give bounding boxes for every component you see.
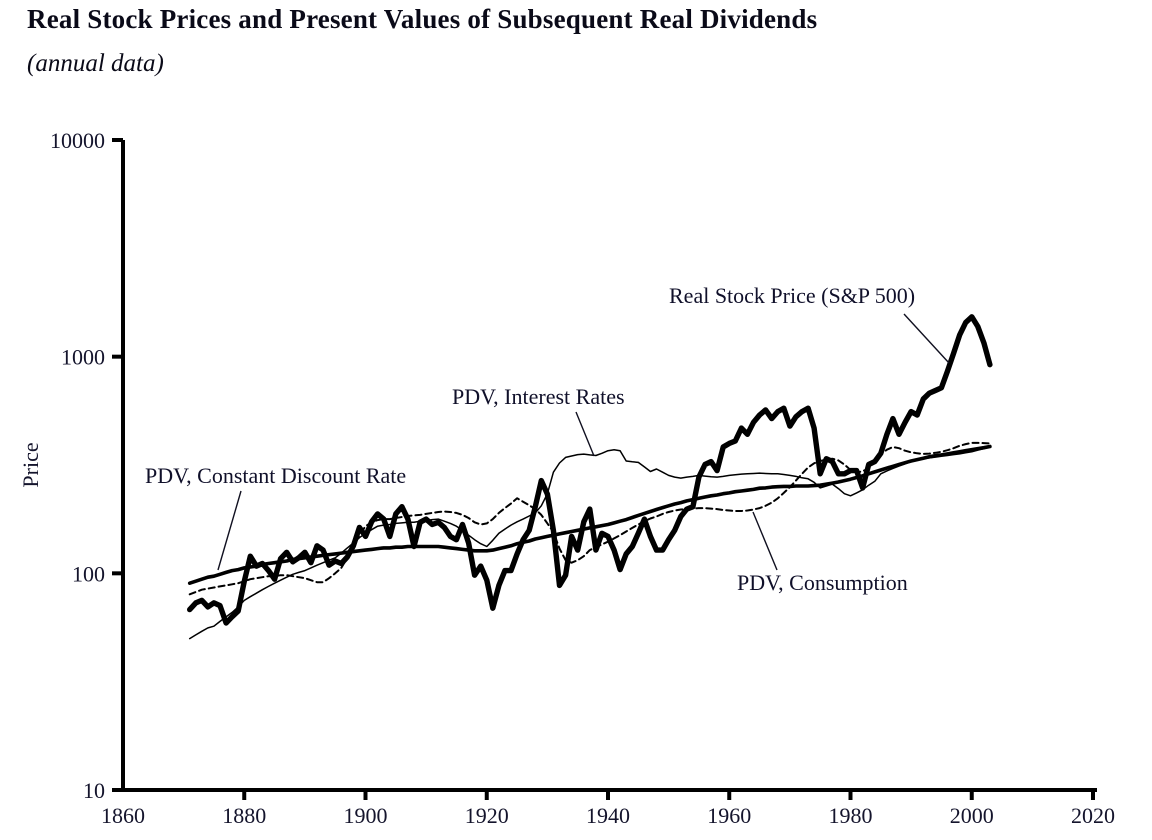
y-tick-label: 10 (83, 778, 105, 803)
x-tick-label: 1980 (829, 803, 873, 828)
y-tick-label: 10000 (50, 128, 105, 153)
x-tick-label: 1900 (344, 803, 388, 828)
annotation-label: PDV, Consumption (737, 570, 908, 595)
annotation-leader-line (575, 411, 595, 457)
x-tick-label: 1880 (222, 803, 266, 828)
y-axis-title: Price (18, 442, 43, 487)
annotation-leader-line (217, 490, 242, 571)
series-line-real-stock-price-s-p-500 (186, 314, 993, 626)
x-tick-label: 1860 (101, 803, 145, 828)
y-tick-label: 1000 (61, 345, 105, 370)
y-tick-label: 100 (72, 561, 105, 586)
annotation-leader-line (903, 313, 950, 364)
x-tick-label: 1960 (707, 803, 751, 828)
annotation-label: PDV, Interest Rates (452, 384, 625, 409)
x-tick-label: 1940 (586, 803, 630, 828)
chart-title: Real Stock Prices and Present Values of … (27, 4, 818, 34)
annotation-label: Real Stock Price (S&P 500) (669, 283, 915, 308)
annotation-leader-line (752, 511, 778, 571)
x-tick-label: 2000 (950, 803, 994, 828)
annotation-label: PDV, Constant Discount Rate (145, 463, 406, 488)
series-line-pdv-interest-rates (188, 445, 991, 640)
x-tick-label: 1920 (465, 803, 509, 828)
x-tick-label: 2020 (1071, 803, 1115, 828)
chart-subtitle: (annual data) (27, 50, 164, 77)
